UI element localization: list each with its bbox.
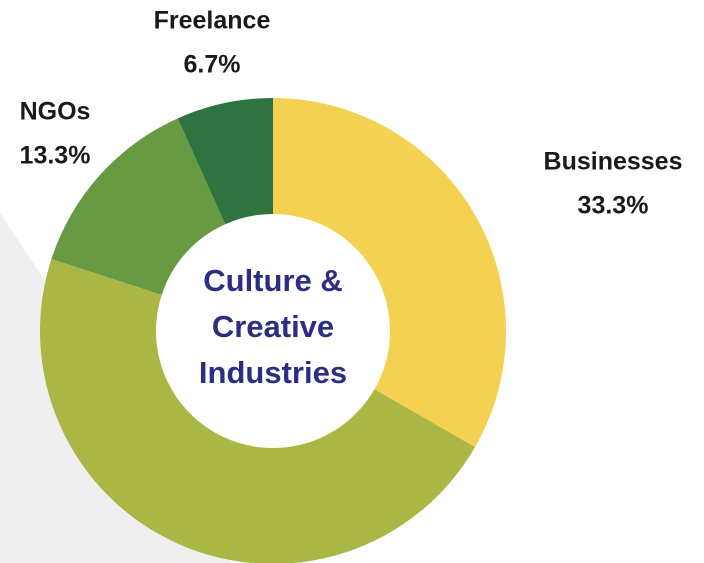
donut-segment (177, 98, 273, 225)
segment-value: 13.3% (20, 142, 91, 170)
segment-value: 33.3% (578, 192, 649, 220)
center-label: Culture & (203, 263, 343, 298)
segment-value: 6.7% (184, 51, 241, 79)
donut-segment (40, 258, 476, 563)
segment-label: NGOs (20, 98, 91, 126)
center-label: Industries (199, 355, 347, 390)
segment-label: Businesses (544, 148, 683, 176)
donut-segment (51, 118, 226, 295)
donut-segment (273, 98, 506, 448)
center-label: Creative (212, 309, 334, 344)
segment-label: Freelance (154, 7, 271, 35)
